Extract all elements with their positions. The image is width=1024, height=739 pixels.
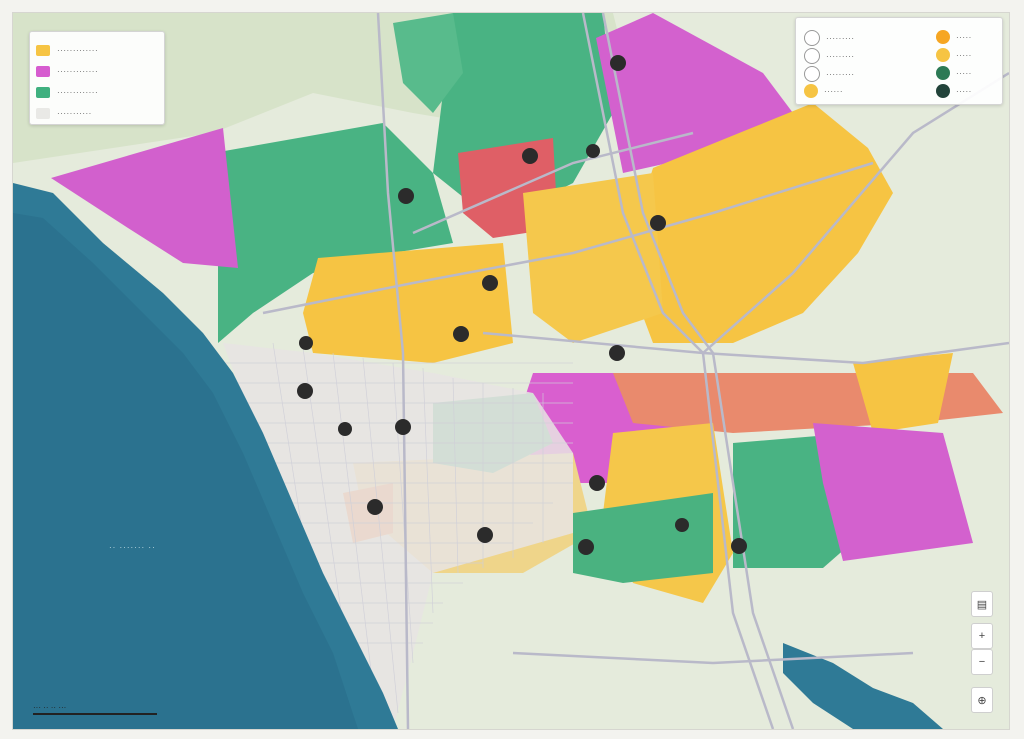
legend-label: ·············	[57, 46, 99, 55]
map-svg[interactable]	[13, 13, 1009, 729]
legend-label: ·········	[826, 33, 855, 43]
legend-item: ·········	[804, 30, 854, 46]
legend-item: ·············	[36, 66, 98, 77]
legend-marker-swatch	[804, 84, 818, 98]
legend-item: ······	[804, 84, 843, 98]
scale-bar: ··· ·· ·· ···	[33, 703, 161, 717]
legend-marker-swatch	[804, 30, 820, 46]
legend-item: ···········	[36, 108, 92, 119]
legend-swatch	[36, 108, 50, 119]
legend-marker-swatch	[936, 84, 950, 98]
legend-label: ·············	[57, 88, 99, 97]
district-zone	[303, 243, 513, 363]
legend-item: ·····	[936, 84, 972, 98]
zoom-out-button[interactable]: −	[971, 649, 993, 675]
marker-group	[297, 55, 747, 555]
legend-swatch	[36, 87, 50, 98]
layers-button[interactable]: ▤	[971, 591, 993, 617]
legend-item: ·········	[804, 66, 854, 82]
legend-districts: ············· ············· ············…	[29, 31, 165, 125]
legend-label: ·············	[57, 67, 99, 76]
district-zone	[523, 173, 663, 343]
district-zone	[813, 423, 973, 561]
district-zone	[623, 103, 893, 343]
legend-item: ·····	[936, 30, 972, 44]
legend-item: ·············	[36, 87, 98, 98]
ocean-label: ·· ······· ··	[109, 543, 156, 552]
zoom-in-button[interactable]: +	[971, 623, 993, 649]
district-zone	[213, 123, 453, 343]
minus-icon: −	[978, 656, 986, 668]
layers-icon: ▤	[976, 598, 988, 611]
legend-item: ·············	[36, 45, 98, 56]
legend-markers: ········· ········· ········· ······ ···…	[795, 17, 1003, 105]
plus-icon: +	[978, 630, 986, 642]
crosshair-icon: ⊕	[977, 694, 987, 707]
legend-marker-swatch	[804, 66, 820, 82]
legend-item: ·····	[936, 48, 972, 62]
scale-label: ··· ·· ·· ···	[33, 703, 67, 712]
legend-label: ·····	[956, 32, 972, 42]
scale-line	[33, 713, 157, 715]
bay-water	[783, 643, 943, 729]
legend-swatch	[36, 45, 50, 56]
legend-label: ·····	[956, 50, 972, 60]
legend-label: ···········	[57, 109, 92, 118]
legend-marker-swatch	[936, 48, 950, 62]
legend-label: ·········	[826, 51, 855, 61]
legend-label: ······	[824, 86, 843, 96]
legend-marker-swatch	[936, 30, 950, 44]
legend-label: ·········	[826, 69, 855, 79]
locate-button[interactable]: ⊕	[971, 687, 993, 713]
legend-marker-swatch	[804, 48, 820, 64]
district-zone	[51, 128, 238, 268]
map-canvas[interactable]: ·· ······· ·· ··· ·· ·· ··· ············…	[12, 12, 1010, 730]
legend-item: ·····	[936, 66, 972, 80]
district-zone	[573, 493, 713, 583]
legend-label: ·····	[956, 86, 972, 96]
district-zone	[853, 353, 953, 433]
legend-label: ·····	[956, 68, 972, 78]
district-zone	[393, 13, 463, 113]
legend-item: ·········	[804, 48, 854, 64]
legend-swatch	[36, 66, 50, 77]
legend-marker-swatch	[936, 66, 950, 80]
